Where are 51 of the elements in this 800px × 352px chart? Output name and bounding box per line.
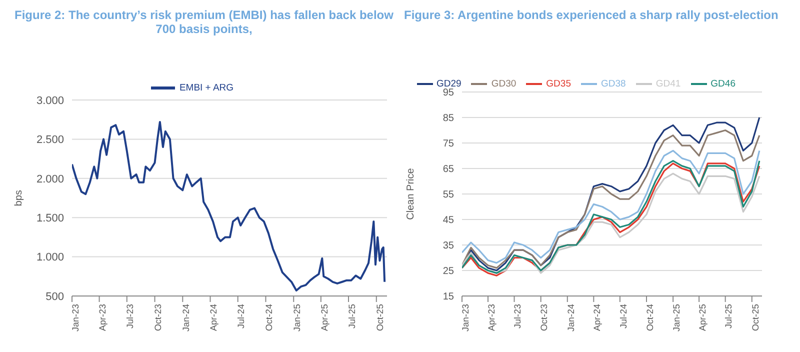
legend-label: GD35 <box>546 78 571 90</box>
legend-label: GD30 <box>491 78 516 90</box>
line-series <box>462 150 760 264</box>
legend-label: GD38 <box>601 78 626 90</box>
chart-title: Figure 3: Argentine bonds experienced a sharp rally post-election <box>403 8 780 22</box>
x-tick-label: Oct-23 <box>539 304 550 332</box>
legend-label: GD29 <box>436 78 462 90</box>
chart-title: Figure 2: The country’s risk premium (EMBI) has fallen back below 700 basis points, <box>14 8 394 36</box>
y-tick-label: 85 <box>442 113 454 124</box>
x-tick-label: Jan-23 <box>460 304 470 332</box>
x-tick-label: Apr-25 <box>319 304 330 332</box>
x-tick-label: Jul-23 <box>512 304 523 329</box>
legend-label: EMBI + ARG <box>179 82 234 94</box>
y-tick-label: 95 <box>442 88 454 99</box>
y-axis-title: bps <box>14 190 25 206</box>
y-tick-label: 25 <box>442 266 454 278</box>
x-tick-label: Oct-24 <box>644 304 655 332</box>
x-tick-label: Apr-23 <box>98 304 108 332</box>
y-tick-label: 65 <box>442 164 454 176</box>
x-tick-label: Jan-24 <box>181 304 192 332</box>
y-tick-label: 35 <box>442 240 454 252</box>
x-tick-label: Jan-25 <box>292 304 302 332</box>
x-tick-label: Oct-25 <box>374 304 385 332</box>
y-tick-label: 15 <box>442 292 454 303</box>
x-tick-label: Apr-24 <box>592 304 602 332</box>
x-tick-label: Apr-25 <box>697 304 708 332</box>
line-series <box>72 120 386 292</box>
x-tick-label: Oct-24 <box>264 304 274 332</box>
x-tick-label: Jul-25 <box>724 304 734 329</box>
y-tick-label: 1.500 <box>36 212 64 225</box>
x-tick-label: Jul-23 <box>125 304 136 329</box>
x-tick-label: Jan-25 <box>671 304 682 332</box>
legend-label: GD46 <box>710 78 736 90</box>
x-tick-label: Apr-24 <box>208 304 219 332</box>
y-tick-label: 2.500 <box>36 134 64 146</box>
y-tick-label: 45 <box>442 215 454 226</box>
y-tick-label: 1.000 <box>36 252 64 264</box>
x-tick-label: Oct-23 <box>153 304 164 332</box>
y-tick-label: 55 <box>442 190 454 201</box>
x-tick-label: Jan-24 <box>566 304 576 332</box>
y-tick-label: 3.000 <box>36 94 64 107</box>
y-tick-label: 2.000 <box>36 173 64 186</box>
x-tick-label: Apr-23 <box>486 304 496 332</box>
x-tick-label: Jan-23 <box>70 304 80 332</box>
y-tick-label: 75 <box>442 138 454 150</box>
x-tick-label: Jul-24 <box>236 304 246 329</box>
x-tick-label: Oct-25 <box>750 304 760 332</box>
y-tick-label: 500 <box>46 290 64 303</box>
x-tick-label: Jul-24 <box>618 304 628 329</box>
y-axis-title: Clean Price <box>406 168 417 220</box>
x-tick-label: Jul-25 <box>346 304 357 329</box>
